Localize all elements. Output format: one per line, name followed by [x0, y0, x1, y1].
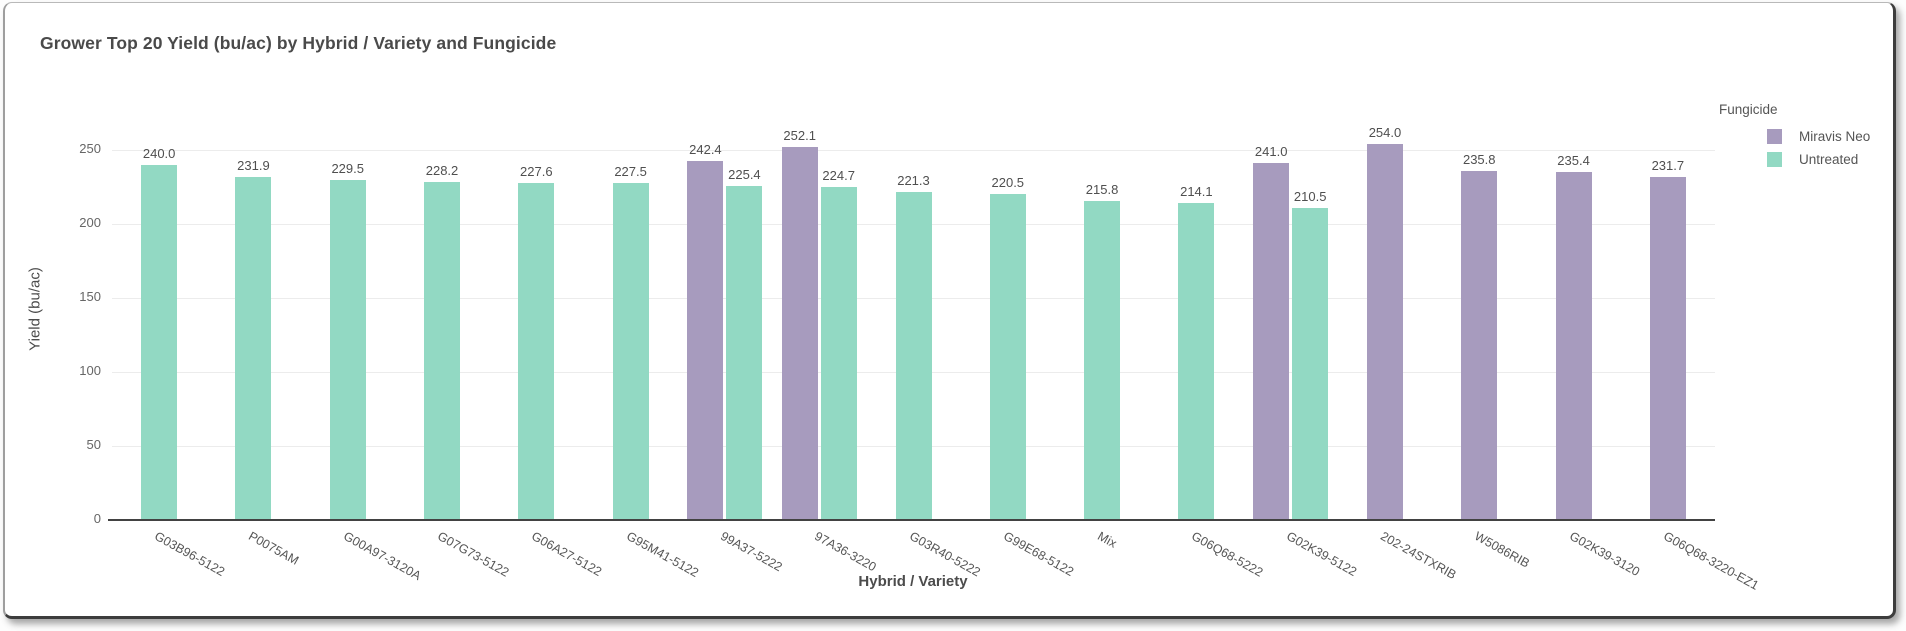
bar-value-label: 210.5	[1293, 189, 1327, 205]
x-category-label: G03R40-5222	[906, 529, 983, 580]
legend-title: Fungicide	[1719, 102, 1778, 117]
bar-miravis-neo[interactable]	[1555, 171, 1592, 520]
x-category-label: 97A36-3220	[812, 529, 879, 575]
bar-untreated[interactable]	[424, 182, 461, 520]
x-category-label: G00A97-3120A	[340, 529, 424, 584]
bar-value-label: 221.3	[897, 173, 930, 189]
bar-untreated[interactable]	[518, 183, 555, 520]
bar-untreated[interactable]	[1292, 208, 1329, 520]
bar-miravis-neo[interactable]	[781, 146, 818, 520]
bar-value-label: 228.2	[425, 163, 459, 179]
plot-area: 0 50 100 150 200 250 240.0 G03B96-5122 231.9 P007…	[79, 98, 1761, 593]
x-category-label: W5086RIB	[1472, 529, 1533, 571]
bar-untreated[interactable]	[989, 193, 1026, 520]
bar-value-label: 235.8	[1462, 152, 1496, 168]
x-category-label: G06Q68-5222	[1189, 529, 1266, 580]
y-tick-label: 150	[79, 289, 101, 304]
bar-value-label: 224.7	[822, 168, 855, 184]
y-tick-label: 100	[79, 363, 101, 378]
bar-value-label: 254.0	[1368, 125, 1402, 141]
bar-value-label: 252.1	[783, 127, 816, 143]
x-category-label: 202-24STXRIB	[1378, 529, 1459, 583]
bar-value-label: 229.5	[331, 161, 364, 177]
x-category-label: G06A27-5122	[529, 529, 605, 579]
x-category-label: G95M41-5122	[623, 529, 701, 580]
y-tick-label: 0	[93, 511, 101, 526]
legend-item-miravis-neo[interactable]: Miravis Neo	[1767, 129, 1889, 144]
x-axis-line	[108, 519, 1715, 521]
y-axis-title: Yield (bu/ac)	[26, 267, 44, 351]
x-category-label: G02K39-5122	[1283, 529, 1359, 579]
legend-item-untreated[interactable]: Untreated	[1767, 152, 1889, 167]
x-category-label: G03B96-5122	[152, 529, 228, 579]
bar-miravis-neo[interactable]	[1461, 171, 1498, 520]
bar-untreated[interactable]	[235, 176, 272, 520]
x-category-label: G06Q68-3220-EZ1	[1661, 529, 1761, 593]
x-category-label: G07G73-5122	[435, 529, 512, 580]
bar-untreated[interactable]	[820, 187, 857, 520]
legend-swatch	[1767, 129, 1782, 144]
x-category-label: P0075AM	[246, 529, 302, 568]
legend: Fungicide Miravis Neo Untreated	[1719, 102, 1889, 175]
bar-untreated[interactable]	[329, 180, 366, 520]
bar-miravis-neo[interactable]	[1649, 177, 1686, 520]
bar-value-label: 220.5	[991, 174, 1025, 190]
x-category-label: G99E68-5122	[1000, 529, 1076, 579]
legend-swatch	[1767, 152, 1782, 167]
bar-value-label: 214.1	[1180, 184, 1213, 200]
bar-value-label: 215.8	[1085, 181, 1119, 197]
bar-miravis-neo[interactable]	[687, 161, 724, 520]
y-tick-label: 50	[86, 437, 101, 452]
bar-value-label: 231.7	[1651, 158, 1685, 174]
bar-untreated[interactable]	[1084, 200, 1121, 520]
chart-title: Grower Top 20 Yield (bu/ac) by Hybrid / …	[40, 33, 557, 53]
y-tick-label: 250	[79, 141, 101, 156]
bar-miravis-neo[interactable]	[1253, 163, 1290, 520]
bar-value-label: 227.5	[614, 164, 647, 180]
x-category-label: G02K39-3120	[1566, 529, 1642, 579]
bar-value-label: 225.4	[728, 167, 761, 183]
chart-card: Grower Top 20 Yield (bu/ac) by Hybrid / …	[3, 2, 1896, 619]
bar-untreated[interactable]	[895, 192, 932, 520]
legend-item-label: Miravis Neo	[1799, 129, 1871, 144]
bar-untreated[interactable]	[1178, 203, 1215, 520]
bar-value-label: 231.9	[237, 157, 270, 173]
x-axis-title: Hybrid / Variety	[858, 573, 968, 590]
bar-value-label: 227.6	[520, 164, 553, 180]
x-category-label: 99A37-5222	[718, 529, 785, 575]
legend-item-label: Untreated	[1799, 152, 1859, 167]
bar-value-label: 241.0	[1254, 144, 1288, 160]
y-gridline	[112, 150, 1715, 151]
bar-untreated[interactable]	[612, 183, 649, 520]
bar-value-label: 240.0	[142, 145, 176, 161]
bar-untreated[interactable]	[726, 186, 763, 520]
y-tick-label: 200	[79, 215, 101, 230]
bar-miravis-neo[interactable]	[1366, 144, 1403, 520]
bar-value-label: 242.4	[689, 142, 722, 158]
bar-value-label: 235.4	[1557, 152, 1590, 168]
bar-untreated[interactable]	[141, 164, 178, 520]
x-category-label: Mix	[1095, 529, 1120, 551]
